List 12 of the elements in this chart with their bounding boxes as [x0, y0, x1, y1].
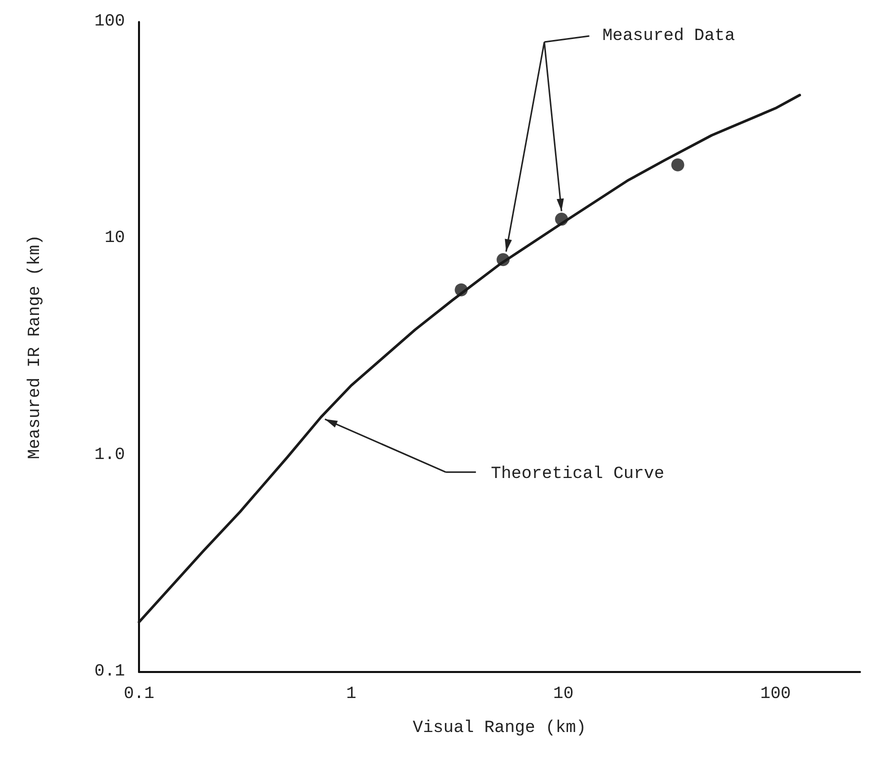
y-tick-label: 100	[94, 12, 125, 32]
y-tick-label: 1.0	[94, 446, 125, 465]
x-tick-label: 0.1	[124, 685, 154, 704]
x-axis-title: Visual Range (km)	[412, 719, 586, 738]
y-axis-title: Measured IR Range (km)	[26, 234, 45, 460]
x-tick-label: 10	[553, 685, 574, 704]
annotation: Theoretical Curve	[490, 465, 664, 484]
y-tick-label: 10	[104, 229, 125, 248]
x-tick-label: 100	[760, 685, 791, 704]
x-tick-label: 1	[346, 685, 356, 704]
annotation: Measured Data	[602, 27, 735, 46]
y-tick-label: 0.1	[94, 662, 125, 682]
